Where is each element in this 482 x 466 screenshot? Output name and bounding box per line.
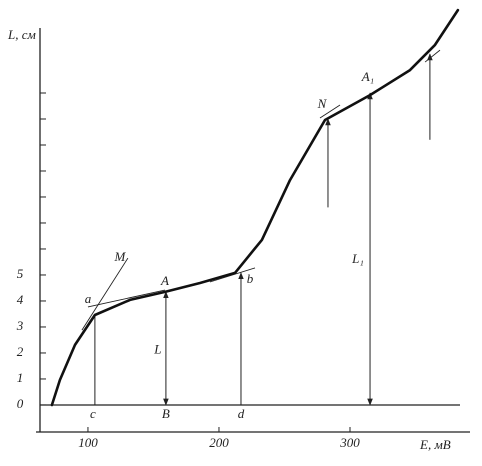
annotation: A₁ <box>361 69 374 84</box>
y-axis-label: L, см <box>7 27 36 42</box>
y-tick-label: 0 <box>17 396 24 411</box>
x-axis-label: E, мВ <box>419 437 451 452</box>
tangent-line <box>81 257 129 331</box>
y-tick-label: 1 <box>17 370 24 385</box>
annotation: d <box>238 406 245 421</box>
tangent-line <box>87 289 166 308</box>
curve <box>50 8 460 407</box>
annotation: A <box>160 273 169 288</box>
annotation: M <box>113 249 126 264</box>
annotation: L₁ <box>351 251 364 266</box>
y-tick-label: 4 <box>17 292 24 307</box>
x-tick-label: 300 <box>339 435 360 450</box>
annotation: c <box>90 406 96 421</box>
x-tick-label: 100 <box>78 435 98 450</box>
tangent-line <box>319 104 341 119</box>
y-tick-label: 5 <box>17 266 24 281</box>
annotation: N <box>317 96 328 111</box>
x-tick-label: 200 <box>209 435 229 450</box>
annotation: L <box>153 341 161 356</box>
annotation: B <box>162 406 170 421</box>
y-tick-label: 2 <box>17 344 24 359</box>
annotation: a <box>85 291 92 306</box>
annotation: b <box>247 271 254 286</box>
y-tick-label: 3 <box>16 318 24 333</box>
